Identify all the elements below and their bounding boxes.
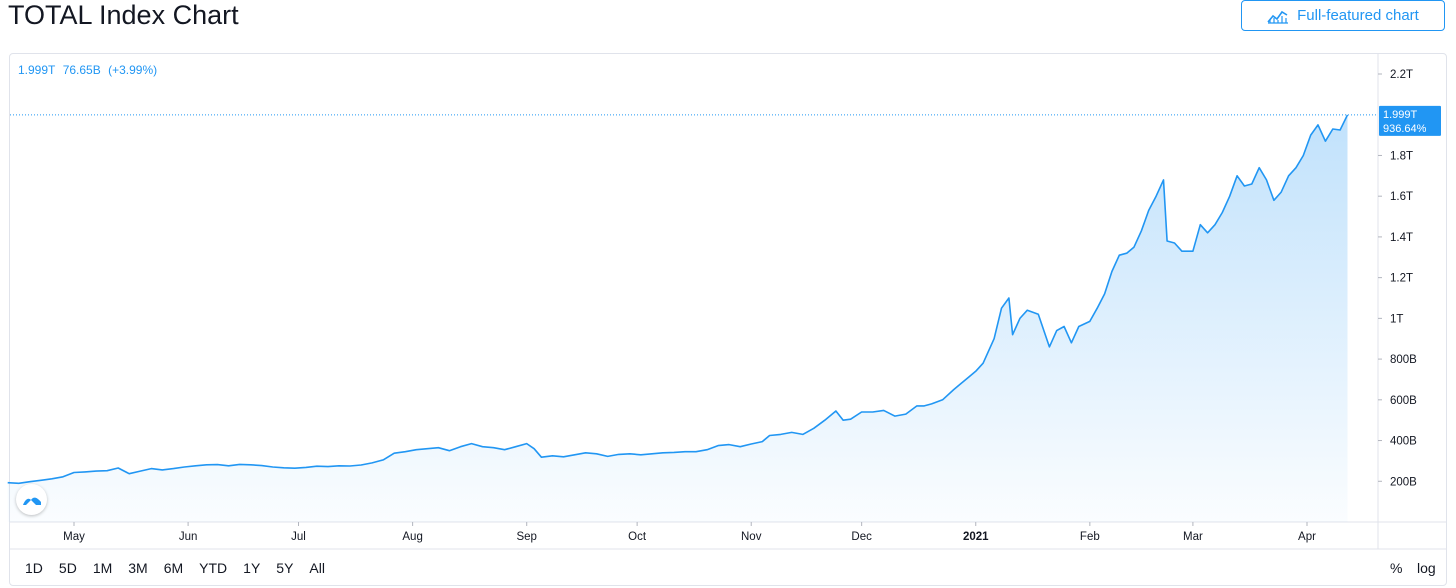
chart-legend: 1.999T 76.65B (+3.99%) xyxy=(18,63,161,77)
full-featured-chart-button[interactable]: Full-featured chart xyxy=(1241,0,1445,31)
last-price-value: 1.999T xyxy=(1383,109,1418,121)
series-area xyxy=(7,114,1348,523)
y-tick-label: 1.8T xyxy=(1390,150,1413,162)
legend-change-pct: (+3.99%) xyxy=(108,63,158,77)
x-tick-label: May xyxy=(63,531,85,543)
range-button-5y[interactable]: 5Y xyxy=(276,560,294,576)
y-tick-label: 200B xyxy=(1390,476,1417,488)
full-featured-chart-label: Full-featured chart xyxy=(1297,7,1419,24)
range-button-all[interactable]: All xyxy=(309,560,325,576)
legend-value: 1.999T xyxy=(18,63,56,77)
last-price-label: 1.999T 936.64% xyxy=(1379,105,1441,136)
range-button-3m[interactable]: 3M xyxy=(128,560,148,576)
y-tick-label: 1.2T xyxy=(1390,273,1413,285)
x-tick-label: Jun xyxy=(179,531,198,543)
x-tick-label: Dec xyxy=(851,531,872,543)
x-tick-label: Mar xyxy=(1183,531,1203,543)
x-tick-label: Jul xyxy=(291,531,306,543)
x-tick-label: 2021 xyxy=(963,531,989,543)
y-tick-label: 1.4T xyxy=(1390,232,1413,244)
y-tick-label: 600B xyxy=(1390,395,1417,407)
tradingview-logo-icon[interactable] xyxy=(16,484,47,515)
y-tick-label: 1T xyxy=(1390,313,1403,325)
x-tick-label: Aug xyxy=(402,531,422,543)
x-tick-label: Sep xyxy=(516,531,536,543)
y-tick-label: 800B xyxy=(1390,354,1417,366)
chart-panel xyxy=(9,53,1447,586)
y-tick-label: 1.6T xyxy=(1390,191,1413,203)
x-tick-label: Nov xyxy=(741,531,762,543)
series-line xyxy=(7,114,1349,485)
y-tick-label: 400B xyxy=(1390,436,1417,448)
x-tick-label: Feb xyxy=(1080,531,1100,543)
y-tick-label: 2.2T xyxy=(1390,69,1413,81)
range-button-1m[interactable]: 1M xyxy=(92,560,113,576)
percent-scale-toggle[interactable]: % xyxy=(1390,560,1403,576)
range-button-1d[interactable]: 1D xyxy=(25,560,43,576)
x-tick-label: Apr xyxy=(1298,531,1316,543)
last-price-percent: 936.64% xyxy=(1383,123,1427,135)
range-button-6m[interactable]: 6M xyxy=(163,560,184,576)
range-button-ytd[interactable]: YTD xyxy=(199,560,228,576)
range-selector: 1D 5D 1M 3M 6M YTD 1Y 5Y All xyxy=(18,560,333,576)
log-scale-toggle[interactable]: log xyxy=(1417,560,1436,576)
x-tick-label: Oct xyxy=(628,531,647,543)
legend-change: 76.65B xyxy=(62,63,101,77)
page-title: TOTAL Index Chart xyxy=(8,0,239,30)
chart-line-icon xyxy=(1267,10,1289,24)
range-button-1y[interactable]: 1Y xyxy=(243,560,261,576)
range-button-5d[interactable]: 5D xyxy=(58,560,77,576)
